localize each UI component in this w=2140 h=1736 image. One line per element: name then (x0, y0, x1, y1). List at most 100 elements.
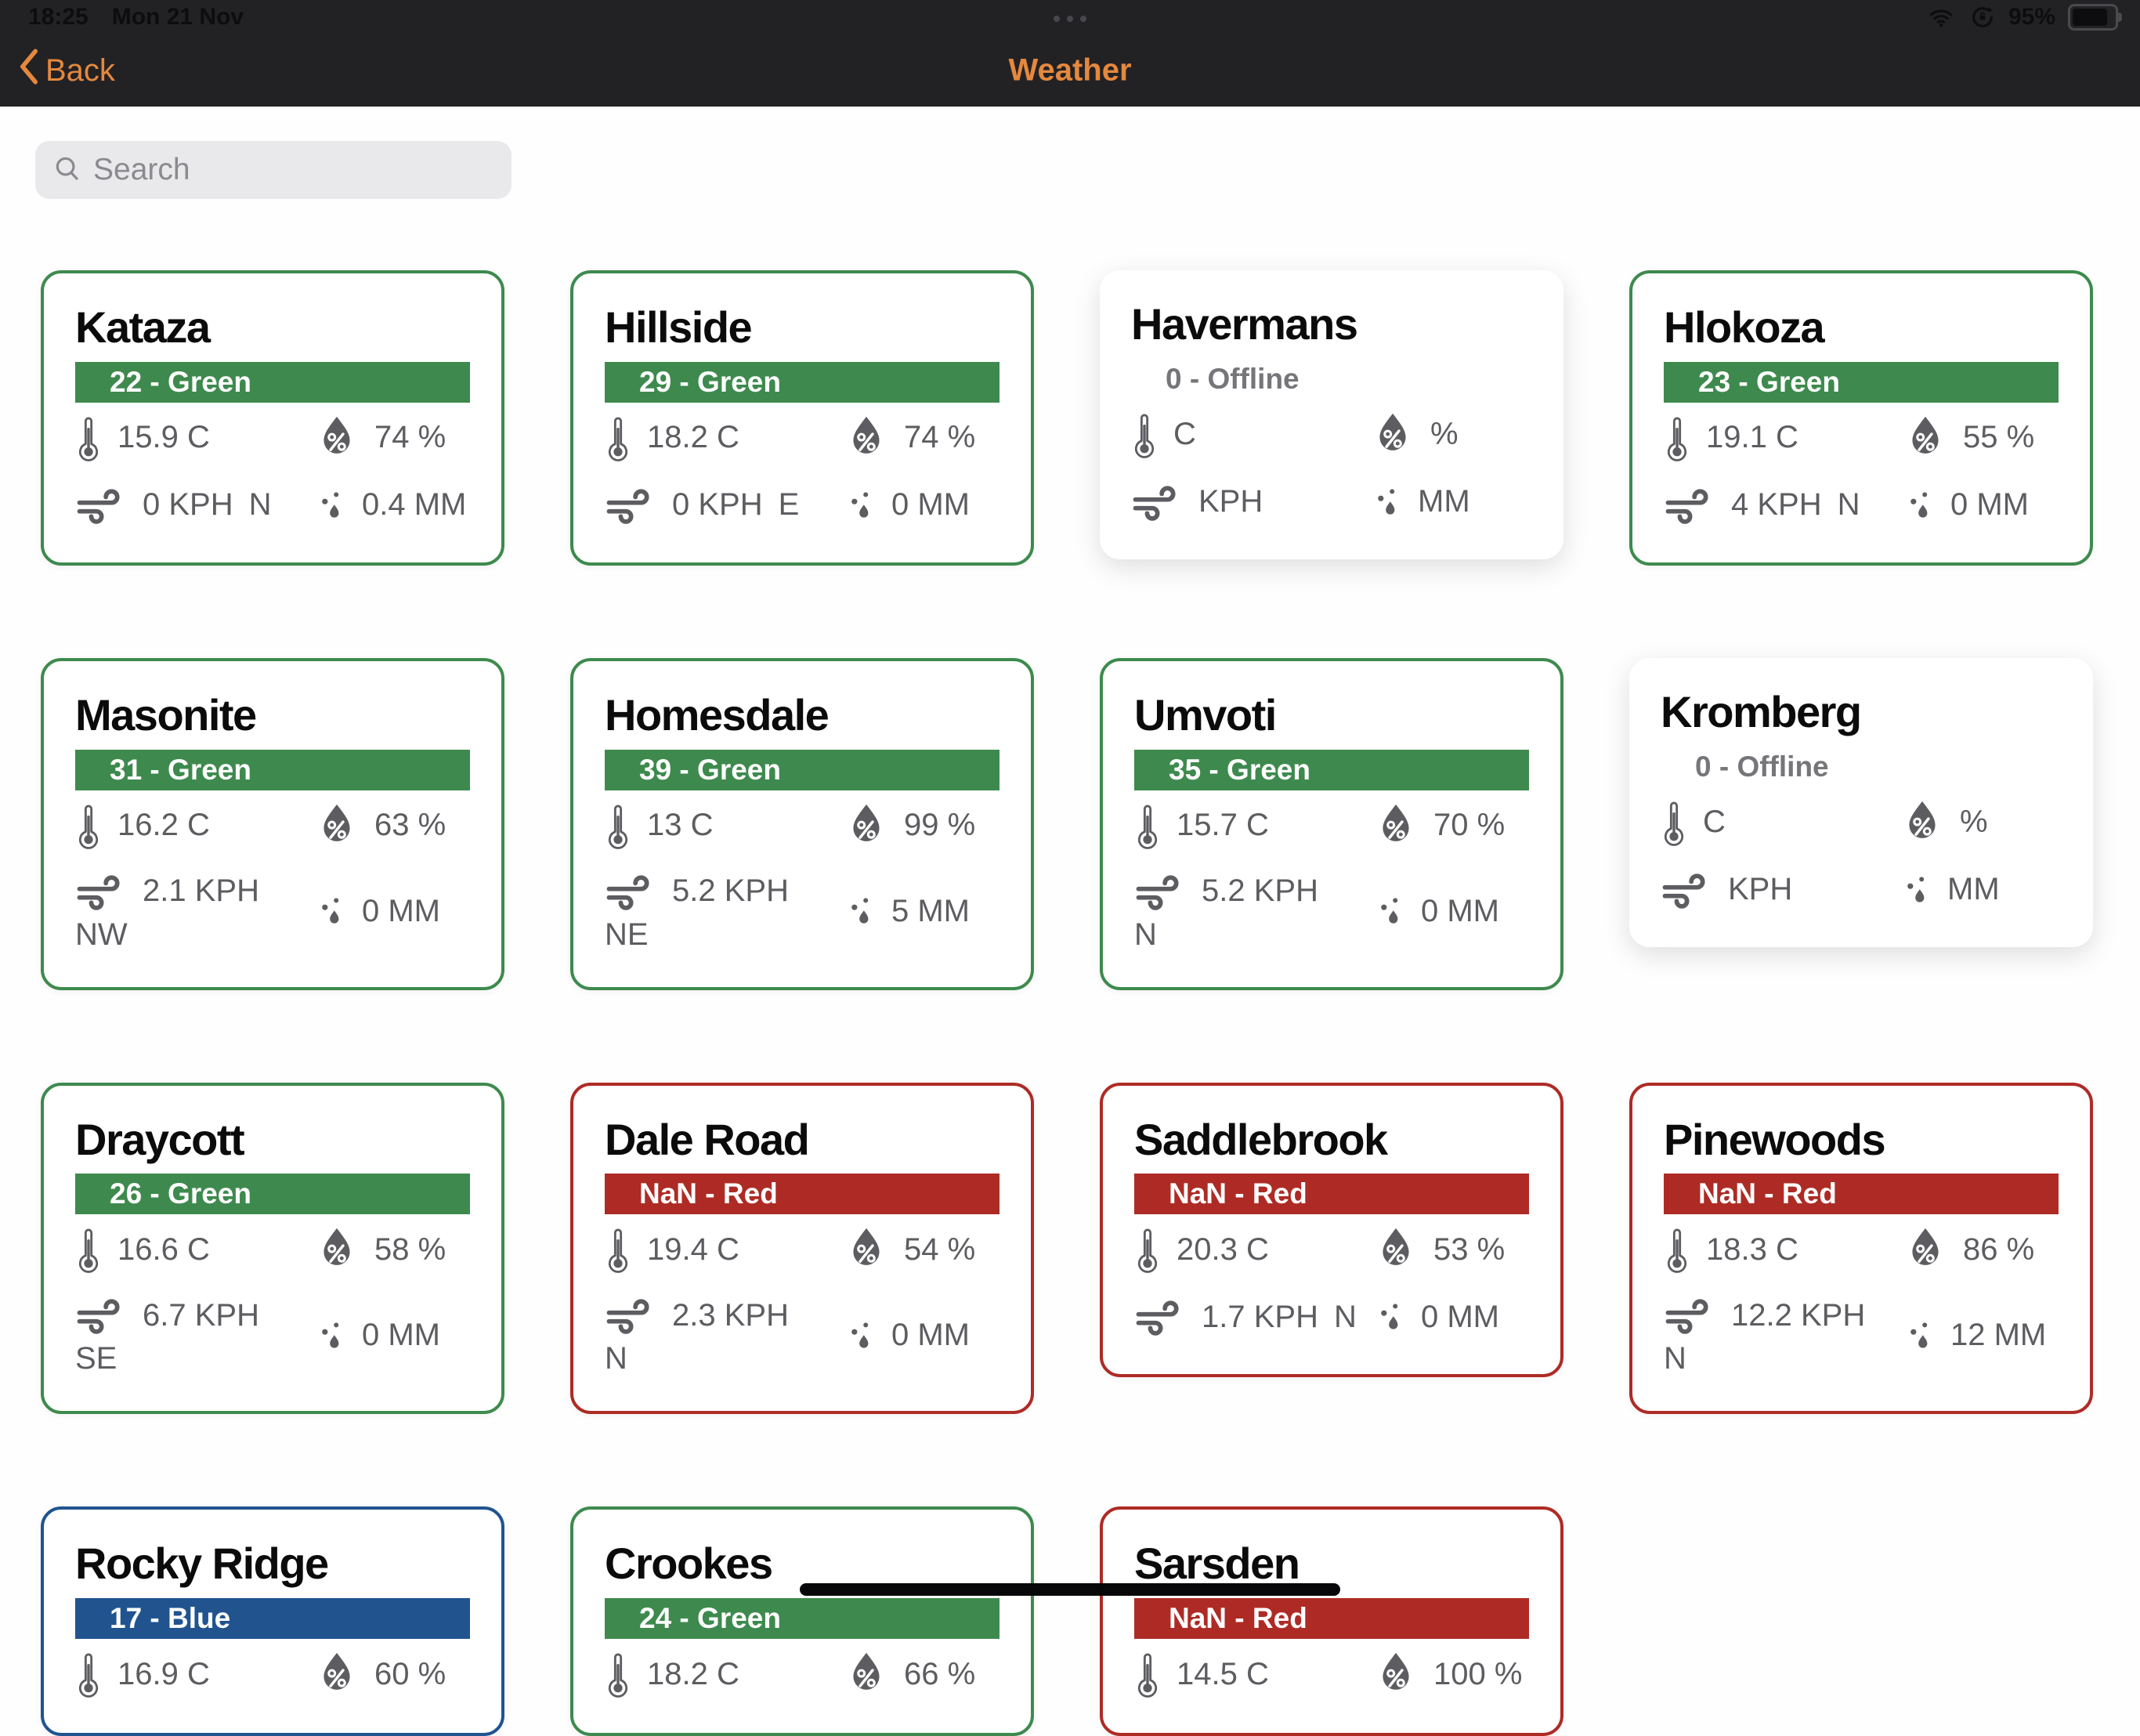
wind-measure: 12.2 KPH N (1664, 1294, 1903, 1376)
thermometer-icon (75, 1225, 102, 1274)
humidity-measure: 70 % (1374, 801, 1529, 850)
status-badge: 35 - Green (1134, 749, 1529, 790)
station-card[interactable]: Sarsden NaN - Red 14.5 C 100 % (1100, 1506, 1563, 1736)
precipitation-measure: 0 MM (844, 1294, 1000, 1376)
humidity-measure: 58 % (315, 1225, 470, 1274)
measure-value: % (1430, 417, 1459, 452)
station-card[interactable]: Hlokoza 23 - Green 19.1 C 55 % 4 KPH N 0 MM (1629, 270, 2093, 566)
station-card[interactable]: Homesdale 39 - Green 13 C 99 % 5.2 KPH NE 5 … (570, 657, 1034, 990)
humidity-icon (1903, 414, 1947, 462)
station-card[interactable]: Saddlebrook NaN - Red 20.3 C 53 % 1.7 KPH N… (1100, 1082, 1563, 1378)
header-bar: 18:25 Mon 21 Nov 95% (0, 0, 2140, 107)
thermometer-measure: 16.9 C (75, 1650, 315, 1698)
station-card[interactable]: Umvoti 35 - Green 15.7 C 70 % 5.2 KPH N 0 MM (1100, 657, 1563, 990)
precipitation-icon (315, 1313, 346, 1358)
status-bar: 18:25 Mon 21 Nov 95% (0, 0, 2140, 34)
humidity-measure: 53 % (1374, 1225, 1529, 1274)
thermometer-measure: 18.3 C (1664, 1225, 1903, 1274)
station-card[interactable]: Kataza 22 - Green 15.9 C 74 % 0 KPH N 0.4 MM (41, 270, 504, 566)
precipitation-icon (1374, 1294, 1405, 1340)
humidity-measure: 74 % (844, 414, 1000, 462)
thermometer-measure: 16.2 C (75, 801, 315, 850)
station-card[interactable]: Masonite 31 - Green 16.2 C 63 % 2.1 KPH NW 0… (41, 657, 504, 990)
station-measures: 13 C 99 % 5.2 KPH NE 5 MM (605, 801, 1000, 953)
measure-value: 100 % (1433, 1656, 1523, 1691)
station-measures: 18.2 C 66 % (605, 1650, 1000, 1698)
station-measures: 20.3 C 53 % 1.7 KPH N 0 MM (1134, 1225, 1529, 1340)
thermometer-icon (1661, 798, 1687, 847)
station-card[interactable]: Havermans 0 - Offline C% KPH MM (1100, 270, 1563, 559)
humidity-icon (1900, 798, 1944, 847)
wind-direction: N (1333, 1299, 1357, 1334)
station-card[interactable]: Pinewoods NaN - Red 18.3 C 86 % 12.2 KPH N 1… (1629, 1082, 2093, 1415)
wind-measure: 1.7 KPH N (1134, 1294, 1374, 1340)
measure-value: 0 KPH (672, 487, 763, 523)
thermometer-measure: C (1131, 410, 1371, 459)
station-card[interactable]: Rocky Ridge 17 - Blue 16.9 C 60 % (41, 1506, 504, 1736)
station-name: Hillside (605, 302, 753, 352)
precipitation-measure: MM (1900, 867, 2062, 913)
station-measures: 19.4 C 54 % 2.3 KPH N 0 MM (605, 1225, 1000, 1376)
search-input[interactable]: Search (35, 141, 512, 199)
thermometer-measure: 19.1 C (1664, 414, 1903, 462)
measure-value: 2.1 KPH (143, 873, 259, 909)
measure-value: 0 MM (1421, 1299, 1499, 1334)
station-name: Pinewoods (1664, 1114, 1886, 1164)
status-date: Mon 21 Nov (111, 4, 244, 30)
measure-value: 0.4 MM (362, 487, 467, 523)
precipitation-icon (1903, 483, 1935, 528)
precipitation-icon (1900, 867, 1932, 913)
precipitation-measure: 0 MM (844, 483, 1000, 528)
battery-icon (2068, 4, 2122, 31)
humidity-icon (1374, 1225, 1418, 1274)
measure-value: 0 MM (1421, 893, 1499, 928)
chevron-left-icon (17, 49, 41, 92)
thermometer-measure: 16.6 C (75, 1225, 315, 1274)
station-card[interactable]: Dale Road NaN - Red 19.4 C 54 % 2.3 KPH N 0 … (570, 1082, 1034, 1415)
station-name: Kromberg (1661, 686, 1862, 736)
measure-value: 0 MM (891, 487, 970, 523)
measure-value: 58 % (374, 1231, 446, 1267)
precipitation-icon (1374, 888, 1405, 934)
measure-value: MM (1947, 872, 2000, 907)
home-indicator[interactable] (800, 1583, 1340, 1596)
back-button[interactable]: Back (17, 49, 115, 92)
wind-direction: N (1664, 1341, 1686, 1376)
measure-value: 60 % (374, 1656, 446, 1691)
status-badge: 31 - Green (75, 749, 470, 790)
wind-icon (605, 1294, 656, 1336)
thermometer-icon (75, 801, 102, 850)
station-card[interactable]: Hillside 29 - Green 18.2 C 74 % 0 KPH E 0 MM (570, 270, 1034, 566)
measure-value: 0 MM (362, 893, 440, 928)
wind-measure: 4 KPH N (1664, 483, 1903, 528)
wind-measure: KPH (1661, 867, 1900, 913)
multitasking-dots-icon[interactable] (1054, 16, 1086, 22)
thermometer-icon (605, 801, 631, 850)
station-measures: 15.9 C 74 % 0 KPH N 0.4 MM (75, 414, 470, 528)
measure-value: 2.3 KPH (672, 1297, 789, 1333)
status-badge: 39 - Green (605, 749, 1000, 790)
thermometer-icon (1134, 1650, 1161, 1698)
humidity-icon (844, 1650, 888, 1698)
humidity-measure: 54 % (844, 1225, 1000, 1274)
status-time: 18:25 (28, 4, 89, 30)
thermometer-measure: 18.2 C (605, 1650, 844, 1698)
station-name: Hlokoza (1664, 302, 1825, 352)
station-measures: 16.6 C 58 % 6.7 KPH SE 0 MM (75, 1225, 470, 1376)
wind-measure: 2.3 KPH N (605, 1294, 844, 1376)
station-card[interactable]: Kromberg 0 - Offline C% KPH MM (1629, 657, 2093, 947)
back-label: Back (45, 52, 115, 88)
battery-percent: 95% (2008, 4, 2055, 30)
precipitation-measure: 0 MM (315, 870, 470, 953)
humidity-measure: 100 % (1374, 1650, 1529, 1698)
measure-value: 5 MM (891, 893, 970, 928)
station-card[interactable]: Crookes 24 - Green 18.2 C 66 % (570, 1506, 1034, 1736)
thermometer-measure: C (1661, 798, 1900, 847)
wind-icon (1664, 1294, 1715, 1336)
humidity-icon (315, 1650, 359, 1698)
measure-value: 1.7 KPH (1202, 1299, 1318, 1334)
station-card[interactable]: Draycott 26 - Green 16.6 C 58 % 6.7 KPH SE 0… (41, 1082, 504, 1415)
measure-value: 19.1 C (1706, 420, 1798, 455)
measure-value: 15.7 C (1177, 808, 1269, 843)
precipitation-measure: 0.4 MM (315, 483, 470, 528)
